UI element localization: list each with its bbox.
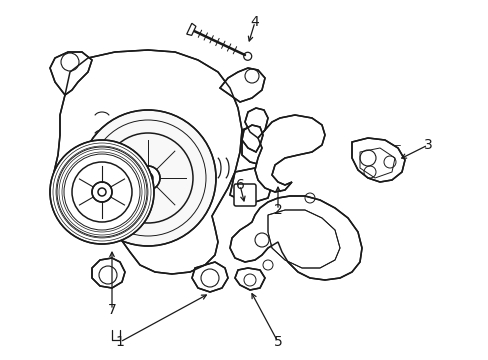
Text: 5: 5 xyxy=(273,335,282,349)
Polygon shape xyxy=(267,210,339,268)
Polygon shape xyxy=(50,52,92,95)
Polygon shape xyxy=(235,268,264,290)
Circle shape xyxy=(50,140,154,244)
Text: 7: 7 xyxy=(107,303,116,317)
Polygon shape xyxy=(186,23,196,35)
Polygon shape xyxy=(52,50,242,274)
Polygon shape xyxy=(242,125,267,165)
Polygon shape xyxy=(92,258,125,288)
FancyBboxPatch shape xyxy=(234,184,256,206)
Polygon shape xyxy=(229,168,271,202)
Text: 4: 4 xyxy=(250,15,259,29)
Text: 6: 6 xyxy=(235,178,244,192)
Polygon shape xyxy=(351,138,404,182)
Polygon shape xyxy=(254,115,325,192)
Polygon shape xyxy=(192,262,227,292)
Circle shape xyxy=(92,182,112,202)
Circle shape xyxy=(136,166,160,190)
Polygon shape xyxy=(229,196,361,280)
Polygon shape xyxy=(242,125,263,152)
Text: 3: 3 xyxy=(423,138,431,152)
Text: 1: 1 xyxy=(115,335,124,349)
Polygon shape xyxy=(220,68,264,102)
Text: 2: 2 xyxy=(273,203,282,217)
Circle shape xyxy=(80,110,216,246)
Polygon shape xyxy=(244,108,267,138)
